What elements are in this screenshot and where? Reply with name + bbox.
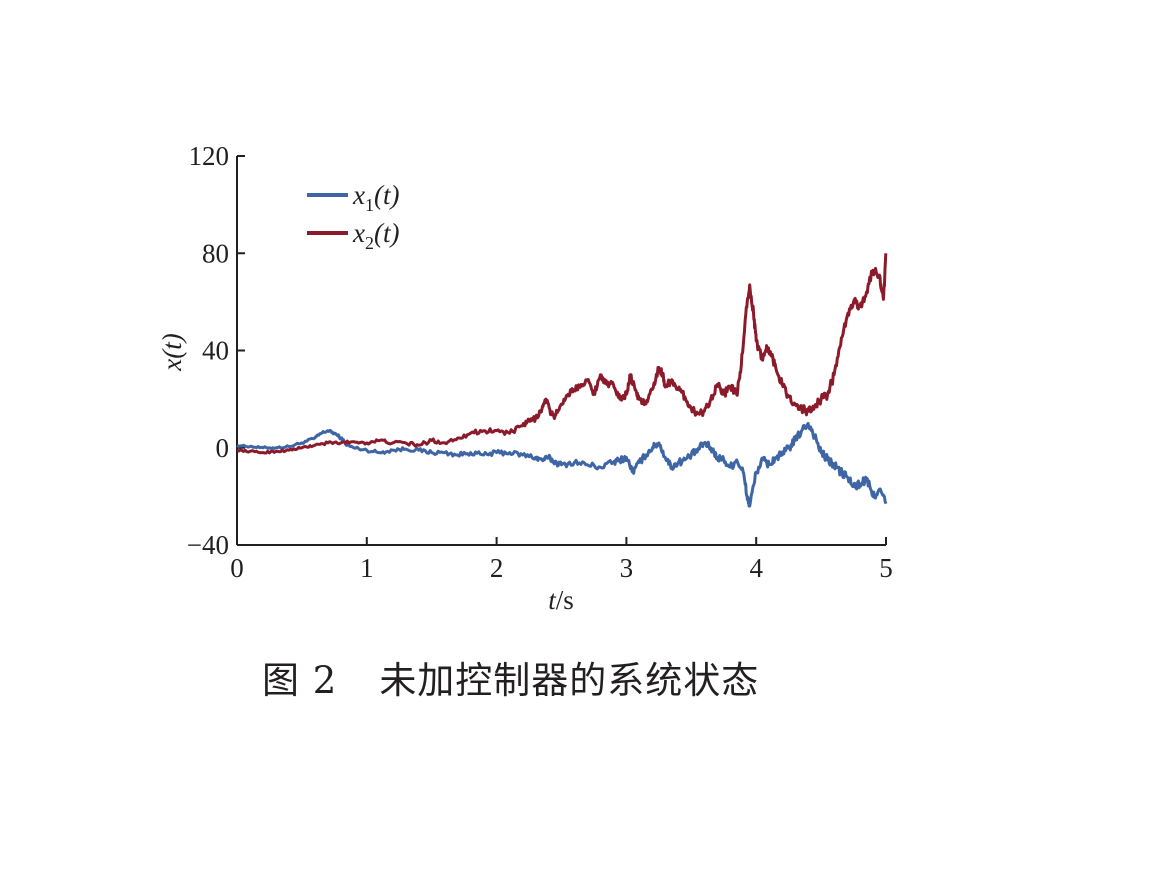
- figure-caption-label: 图 2: [262, 659, 338, 702]
- x-tick-label: 4: [749, 553, 763, 583]
- series-line-2: [236, 253, 888, 455]
- y-ticks: −40 0 40 80 120: [187, 141, 245, 560]
- series-layer: [236, 253, 888, 508]
- y-axis-title: x(t): [157, 333, 187, 371]
- y-tick-label: 40: [202, 336, 229, 366]
- legend: x1(t)x2(t): [307, 180, 399, 253]
- legend-label-1: x1(t): [352, 180, 399, 215]
- x-tick-label: 3: [620, 553, 634, 583]
- y-tick-label: 0: [216, 433, 230, 463]
- series-line-1: [236, 421, 888, 508]
- y-tick-label: 80: [202, 238, 229, 268]
- x-ticks: 0 1 2 3 4 5: [230, 537, 893, 583]
- legend-label-2: x2(t): [352, 218, 399, 253]
- x-tick-label: 1: [360, 553, 374, 583]
- x-tick-label: 5: [879, 553, 893, 583]
- x-tick-label: 2: [490, 553, 504, 583]
- x-tick-label: 0: [230, 553, 244, 583]
- figure-caption: 图 2 未加控制器的系统状态: [262, 650, 759, 704]
- y-tick-label: 120: [189, 141, 230, 171]
- x-axis-title: t/s: [548, 585, 574, 615]
- figure-caption-text: 未加控制器的系统状态: [379, 659, 760, 702]
- y-tick-label: −40: [187, 530, 229, 560]
